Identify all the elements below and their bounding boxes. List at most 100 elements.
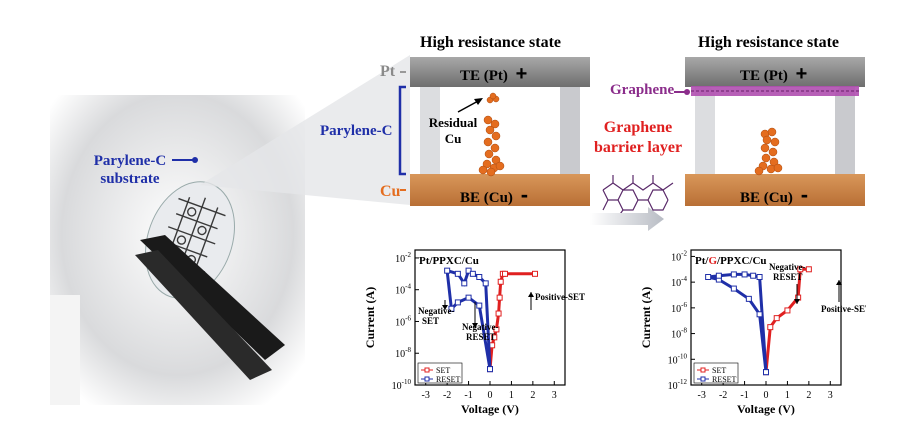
transition-arrow-icon	[590, 207, 664, 231]
left-te-text: TE (Pt)	[460, 68, 508, 84]
series-set-point	[496, 294, 503, 301]
series-set-point	[805, 266, 812, 273]
barrier-label: Graphene barrier layer	[588, 118, 688, 158]
annotation-line: SET	[422, 316, 439, 326]
annotation-line: RESET	[466, 332, 496, 342]
right-device	[685, 57, 865, 206]
x-tick-label: 0	[764, 390, 769, 401]
left-be-electrode	[410, 174, 590, 206]
legend-label: SET	[436, 366, 450, 375]
series-reset-point	[705, 274, 712, 280]
chart-title-part: G	[708, 255, 717, 267]
x-tick-label: -3	[698, 390, 706, 401]
series-reset-point	[461, 280, 468, 287]
y-tick-exp: -4	[681, 275, 687, 283]
chart-title-part: /PPXC/Cu	[716, 255, 767, 267]
y-tick-exp: -8	[681, 327, 687, 335]
left-parylene-label: Parylene-C	[320, 123, 393, 139]
x-tick-label: 1	[509, 390, 514, 401]
series-set-point	[797, 266, 804, 273]
x-tick-label: 3	[828, 390, 833, 401]
y-tick-label: 10-6	[671, 301, 687, 315]
y-tick-exp: -10	[402, 378, 412, 386]
annotation-label: Positive-SET	[535, 292, 585, 302]
x-tick-label: -1	[464, 390, 472, 401]
y-tick-base: 10	[395, 349, 405, 360]
right-device-title: High resistance state	[698, 34, 840, 51]
x-tick-label: 2	[806, 390, 811, 401]
series-set-point	[773, 315, 780, 322]
series-reset-point	[482, 280, 489, 287]
series-reset-point	[454, 299, 461, 306]
series-set-point	[532, 270, 538, 277]
photo-label: Parylene-C substrate	[75, 152, 185, 188]
x-tick-label: -1	[740, 390, 748, 401]
series-reset-point	[444, 267, 451, 274]
y-tick-exp: -4	[405, 283, 411, 291]
annotation-label: Negative-RESET	[769, 262, 805, 282]
legend-label: RESET	[436, 375, 461, 384]
left-te-label: TE (Pt) +	[460, 63, 527, 86]
y-tick-label: 10-6	[395, 314, 411, 328]
series-reset-point	[465, 267, 472, 274]
series-reset-point	[730, 271, 737, 278]
y-tick-exp: -12	[678, 378, 688, 386]
series-reset-point	[715, 272, 722, 279]
series-set-point	[491, 334, 498, 341]
x-tick-label: -2	[719, 390, 727, 401]
left-cu-filament	[478, 92, 505, 177]
y-tick-label: 10-4	[395, 283, 411, 297]
y-tick-base: 10	[395, 317, 405, 328]
series-set-point	[502, 270, 508, 277]
series-set-point	[493, 326, 500, 333]
annotation-arrowhead	[528, 292, 534, 297]
right-te-label: TE (Pt) +	[740, 63, 807, 86]
x-tick-label: 3	[552, 390, 557, 401]
barrier-line1: Graphene	[603, 119, 673, 136]
left-pt-label: Pt	[380, 63, 396, 80]
y-tick-base: 10	[668, 381, 678, 392]
y-tick-label: 10-2	[671, 249, 687, 263]
annotation-label: Negative-RESET	[462, 322, 498, 342]
legend-marker	[424, 367, 430, 373]
left-te-sign: +	[515, 63, 528, 85]
annotation-label: Negative-SET	[418, 306, 454, 326]
y-tick-label: 10-8	[395, 346, 411, 360]
y-tick-exp: -8	[405, 346, 411, 354]
y-tick-label: 10-10	[392, 378, 412, 392]
annotation-arrowhead	[472, 323, 478, 328]
right-be-sign: -	[800, 182, 809, 207]
left-cu-label: Cu	[380, 183, 401, 200]
series-set-point	[784, 307, 791, 314]
left-te-electrode	[410, 57, 590, 87]
left-device	[398, 57, 590, 206]
left-be-sign: -	[520, 182, 529, 207]
legend-label: RESET	[712, 375, 737, 384]
photo-pointer	[172, 157, 198, 163]
right-be-text: BE (Cu)	[740, 190, 793, 206]
residual-line2: Cu	[444, 131, 462, 146]
series-set-point	[495, 310, 502, 317]
y-tick-base: 10	[395, 286, 405, 297]
series-reset-point	[487, 366, 493, 373]
iv-chart-left: Pt/PPXC/Cu-3 -2 -1 0 1 2 310-1010-810-610-410-…	[363, 249, 585, 416]
graphene-layer	[691, 86, 859, 96]
y-tick-exp: -10	[678, 352, 688, 360]
right-be-electrode	[685, 174, 865, 206]
series-set-point	[497, 278, 504, 285]
x-tick-label: -3	[422, 390, 430, 401]
series-reset-point	[756, 311, 763, 318]
y-tick-label: 10-4	[671, 275, 687, 289]
left-be-text: BE (Cu)	[460, 190, 513, 206]
zoom-projection	[200, 55, 410, 205]
legend-label: SET	[712, 366, 726, 375]
right-te-electrode	[685, 57, 865, 87]
series-set-line	[764, 267, 809, 373]
x-tick-label: 1	[785, 390, 790, 401]
graphene-pointer	[674, 89, 690, 95]
left-be-label: BE (Cu) -	[460, 182, 528, 208]
photo-label-line1: Parylene-C	[93, 153, 167, 169]
x-tick-label: 0	[488, 390, 493, 401]
photo-label-line2: substrate	[100, 171, 160, 187]
series-reset-point	[469, 270, 476, 277]
